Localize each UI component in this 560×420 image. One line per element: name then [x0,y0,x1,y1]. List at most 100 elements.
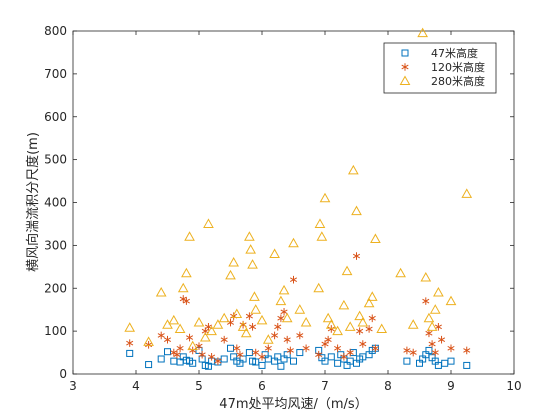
data-point [296,331,304,340]
data-point [315,350,323,359]
data-points [124,27,473,370]
data-point [428,340,436,348]
data-point [278,284,290,295]
data-point [334,359,342,367]
data-point [365,325,373,333]
data-point [356,327,364,335]
data-point [220,335,228,344]
data-point [277,314,285,323]
data-point [425,346,433,354]
legend-marker [401,63,409,71]
data-point [423,312,435,323]
data-point [294,304,306,314]
y-axis-label: 横风向湍流积分尺度(m) [25,132,41,272]
data-point [417,27,429,38]
data-point [431,348,439,357]
data-point [319,192,331,203]
data-point [363,297,375,308]
data-point [354,310,366,321]
data-point [214,357,222,365]
data-point [289,275,298,284]
data-point [176,344,184,353]
legend-marker [401,49,409,57]
data-point [250,304,262,314]
data-point [186,333,194,342]
data-point [264,344,272,353]
data-point [187,340,199,351]
data-point [174,323,186,333]
data-point [247,259,258,269]
data-point [322,312,334,323]
data-point [352,252,361,260]
data-point [227,344,234,352]
data-point [403,357,411,365]
data-point [145,361,153,369]
data-point [271,331,279,340]
y-tick-label: 300 [44,238,67,252]
data-point [407,319,419,329]
data-point [334,344,342,353]
data-point [157,331,165,340]
data-point [370,233,381,243]
data-point [316,231,328,241]
data-point [395,267,406,278]
data-point [376,323,388,333]
data-point [366,291,378,301]
data-point [249,291,260,301]
data-point [143,336,154,346]
data-point [422,297,430,305]
data-point [288,237,299,248]
data-point [275,295,287,306]
data-point [324,335,332,344]
data-point [346,348,354,357]
data-point [327,353,335,361]
data-point [280,308,288,316]
data-point [177,282,189,293]
x-tick-label: 6 [258,379,266,393]
data-point [409,348,417,357]
data-point [347,164,359,175]
data-point [438,335,446,344]
data-point [429,304,441,314]
legend-label: 47米高度 [431,46,478,60]
data-point [157,355,165,363]
y-tick-label: 500 [44,153,67,167]
data-point [433,287,444,297]
x-tick-label: 3 [69,379,77,393]
data-point [447,344,455,353]
data-point [189,359,197,367]
data-point [182,297,190,305]
data-point [281,312,293,323]
data-point [237,321,249,331]
data-point [359,340,367,348]
data-point [341,265,353,276]
data-point [124,322,136,332]
data-point [461,188,473,198]
data-point [181,267,192,278]
data-point [236,350,244,359]
y-tick-label: 0 [59,367,67,381]
series-3 [124,27,473,351]
data-point [164,348,171,356]
data-point [463,361,471,369]
data-point [351,205,362,216]
data-point [296,349,304,357]
data-point [262,334,274,344]
data-point [338,299,350,310]
data-point [155,287,167,297]
data-point [126,339,134,347]
data-point [274,323,282,331]
legend-marker [399,75,411,85]
y-tick-label: 100 [44,324,67,338]
data-point [258,361,266,369]
series-1 [126,344,471,370]
data-point [314,218,326,228]
data-point [208,353,216,361]
data-point [163,335,172,344]
data-point [245,244,257,254]
data-point [126,349,134,357]
data-point [173,350,181,359]
x-axis-label: 47m处平均风速/（m/s） [219,397,367,412]
